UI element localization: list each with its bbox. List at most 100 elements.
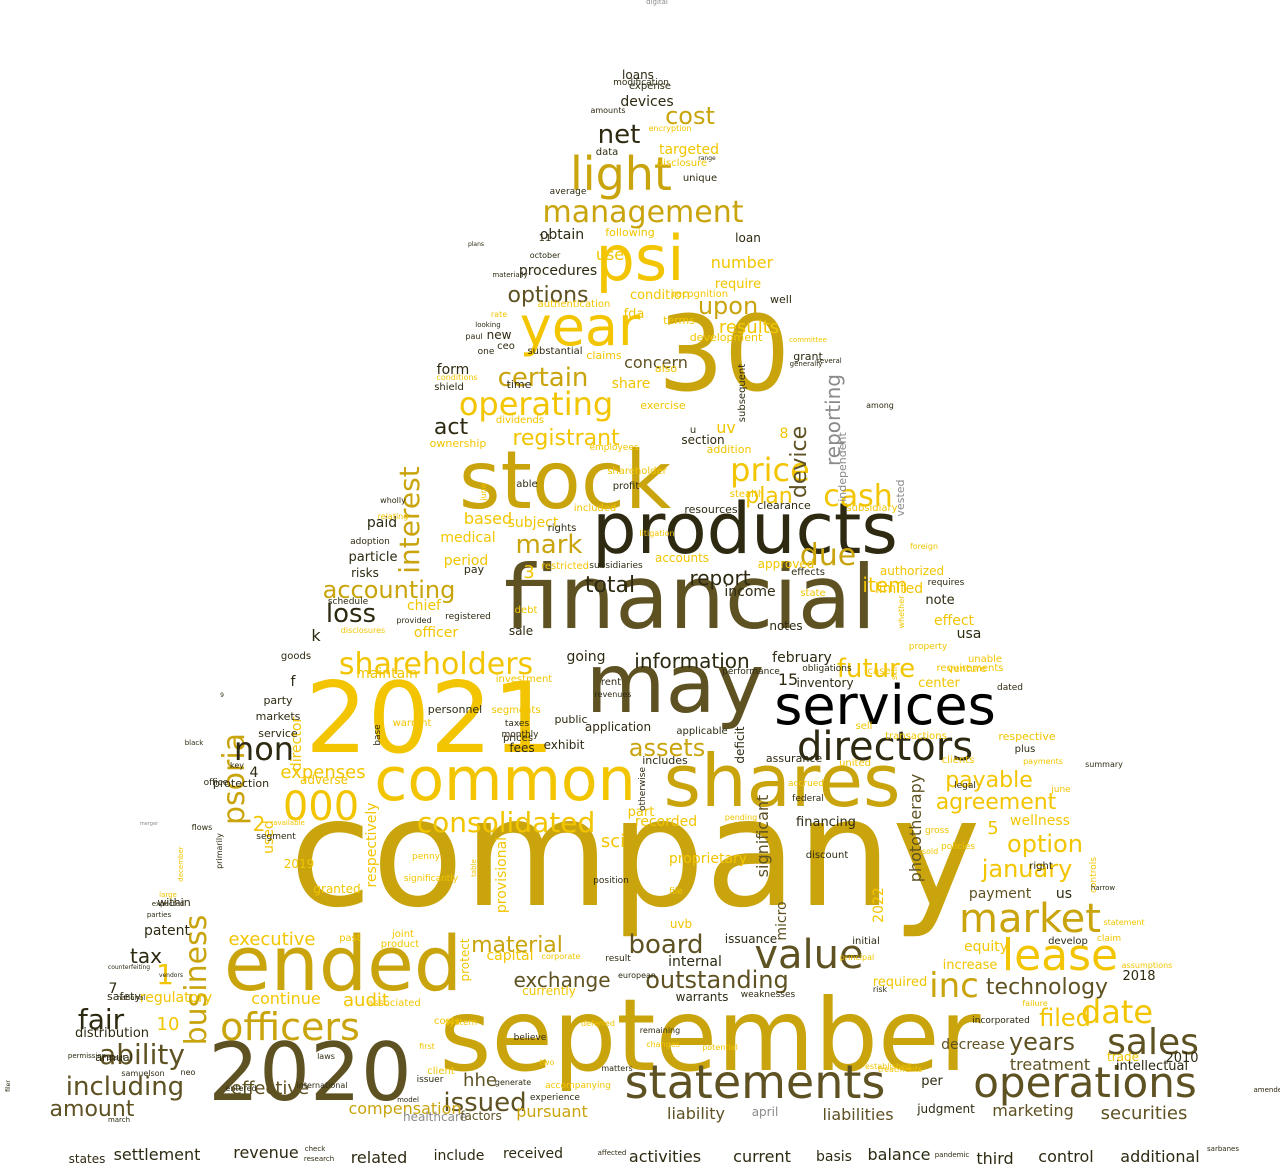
- word-states: states: [69, 1152, 106, 1166]
- word-7: 7: [109, 981, 118, 997]
- word-gross: gross: [925, 826, 949, 836]
- word-segments: segments: [491, 705, 540, 716]
- word-performance: performance: [722, 667, 780, 677]
- word-trade: trade: [1107, 1050, 1139, 1064]
- word-base: base: [373, 724, 383, 746]
- word-total: total: [585, 573, 635, 598]
- word-neo: neo: [181, 1068, 196, 1077]
- word-third: third: [976, 1149, 1013, 1168]
- word-activities: activities: [629, 1147, 701, 1166]
- word-subsidiary: subsidiary: [846, 503, 897, 514]
- word-results: results: [719, 317, 779, 338]
- word-net: net: [598, 120, 641, 150]
- word-policies: policies: [941, 842, 975, 852]
- word-liability: liability: [667, 1104, 725, 1123]
- word-stock: stock: [459, 434, 672, 527]
- word-recognition: recognition: [672, 289, 728, 300]
- word-within: within: [157, 896, 190, 909]
- word-markets: markets: [256, 710, 301, 723]
- word-pay: pay: [464, 563, 485, 576]
- word-party: party: [263, 694, 293, 707]
- word-notes: notes: [769, 619, 802, 633]
- word-10: 10: [157, 1014, 180, 1035]
- word-lease: lease: [1002, 930, 1118, 981]
- word-officer: officer: [414, 625, 458, 641]
- word-clients: clients: [942, 755, 975, 766]
- word-subject: subject: [508, 515, 559, 531]
- word-average: average: [550, 187, 587, 197]
- word-shareholder: shareholder: [607, 466, 667, 477]
- word-unable: unable: [968, 654, 1002, 665]
- word-micro: micro: [774, 901, 790, 940]
- word-employees: employees: [589, 443, 638, 453]
- word-costs: costs: [434, 1016, 460, 1027]
- word-k: k: [311, 626, 321, 645]
- word-agreement: agreement: [936, 790, 1057, 815]
- word-flows: flows: [192, 823, 213, 832]
- word-clearance: clearance: [757, 499, 811, 512]
- word-marketing: marketing: [992, 1101, 1074, 1120]
- word-significant: significant: [753, 795, 772, 878]
- word-audit: audit: [343, 990, 389, 1011]
- word-january: january: [981, 855, 1073, 883]
- word-due: due: [800, 538, 857, 573]
- word-respectively: respectively: [364, 802, 380, 887]
- word-treatments: treatments: [878, 1065, 922, 1074]
- word-pending: pending: [725, 813, 758, 822]
- word-sale: sale: [509, 624, 533, 638]
- word-patent: patent: [144, 923, 190, 939]
- word-future: future: [837, 654, 915, 684]
- word-tax: tax: [130, 944, 162, 968]
- word-plan: plan: [745, 484, 793, 509]
- word-warrant: warrant: [393, 718, 432, 729]
- word-position: position: [593, 876, 629, 886]
- word-foreign: foreign: [910, 542, 938, 551]
- word-exchange: exchange: [513, 968, 610, 992]
- word-recorded: recorded: [635, 814, 697, 830]
- word-filer: filer: [5, 1080, 12, 1092]
- word-price: price: [730, 451, 810, 489]
- word-reporting: reporting: [821, 374, 845, 466]
- word-failure: failure: [1022, 999, 1047, 1008]
- word-restricted: restricted: [541, 561, 589, 572]
- word-counterfeiting: counterfeiting: [108, 964, 150, 971]
- word-based: based: [464, 509, 512, 528]
- word-merger: merger: [140, 821, 159, 827]
- word-1: 1: [156, 958, 174, 991]
- word-state: state: [800, 588, 825, 599]
- word-2019: 2019: [284, 857, 315, 871]
- word-phototherapy: phototherapy: [906, 774, 925, 882]
- word-debt: debt: [515, 605, 538, 616]
- word-monthly: monthly: [501, 730, 539, 740]
- word-current: current: [733, 1147, 791, 1166]
- word-registered: registered: [445, 612, 491, 622]
- word-primarily: primarily: [215, 833, 224, 869]
- word-payments: payments: [1023, 757, 1063, 766]
- word-used: used: [261, 820, 277, 854]
- word-legal: legal: [954, 781, 976, 791]
- word-section: section: [681, 433, 724, 447]
- word-cost: cost: [665, 102, 715, 130]
- word-right: right: [1029, 861, 1053, 872]
- word-grant: grant: [793, 350, 823, 363]
- word-research: research: [304, 1155, 334, 1163]
- word-believe: believe: [514, 1033, 547, 1043]
- word-looking: looking: [475, 321, 500, 329]
- word-profit: profit: [613, 481, 640, 492]
- word-intellectual: intellectual: [1116, 1059, 1188, 1074]
- word-products: products: [592, 488, 898, 570]
- word-information: information: [634, 649, 749, 673]
- word-received: received: [503, 1146, 563, 1162]
- word-entered: entered: [225, 1084, 256, 1093]
- word-decrease: decrease: [941, 1037, 1005, 1053]
- word-vendors: vendors: [159, 972, 183, 979]
- word-incorporated: incorporated: [972, 1016, 1030, 1026]
- word-additional: additional: [1120, 1147, 1199, 1166]
- word-permission: permission: [68, 1052, 106, 1060]
- word-risks: risks: [351, 566, 379, 580]
- word-includes: includes: [642, 754, 688, 767]
- word-compensation: compensation: [348, 1099, 461, 1118]
- word-sold: sold: [922, 847, 938, 856]
- word-december: december: [177, 846, 185, 881]
- word-adverse: adverse: [300, 773, 348, 787]
